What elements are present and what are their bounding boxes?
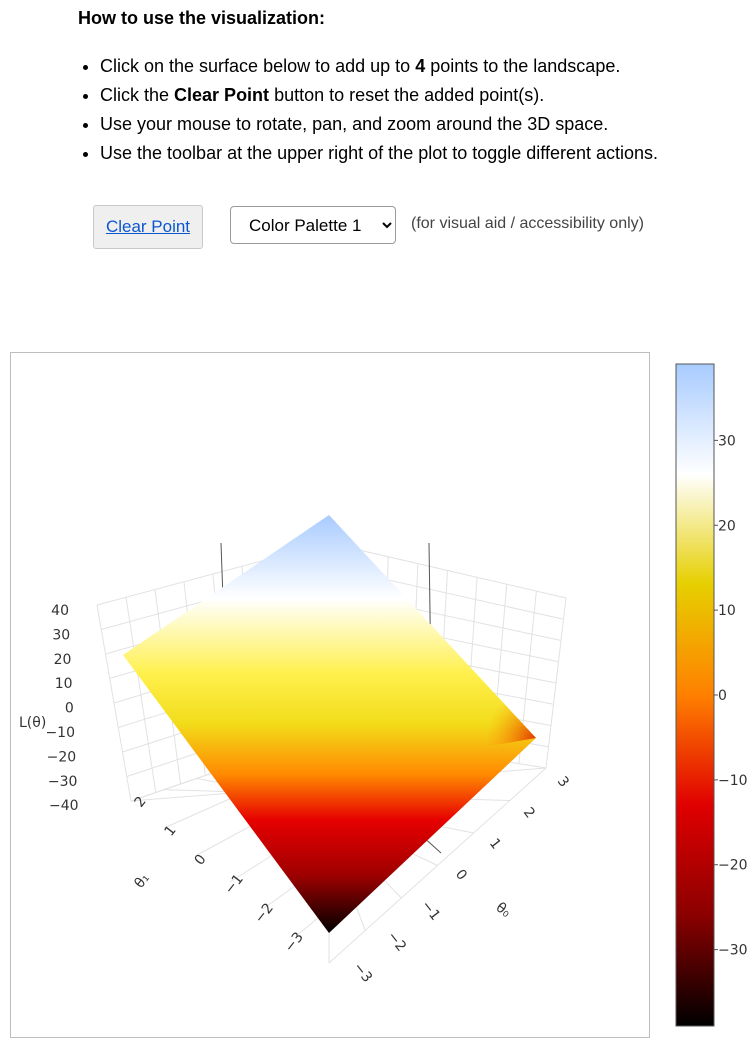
y-tick-label: −1 [222,871,247,897]
instruction-item: Use the toolbar at the upper right of th… [100,139,738,168]
x-tick-label: 0 [452,867,470,884]
instruction-item: Click on the surface below to add up to … [100,52,738,81]
x-tick-label: 2 [520,805,538,822]
z-tick-label: 20 [54,652,72,668]
z-tick-label: 0 [65,701,74,717]
y-tick-label: −3 [282,929,307,955]
colorbar-tick-label: 30 [718,433,736,449]
y-tick-label: 0 [192,852,210,869]
instructions-heading: How to use the visualization: [78,8,326,28]
colorbar: 30 20 10 0 −10 −20 −30 [660,352,755,1038]
x-tick-label: −1 [418,898,443,924]
z-tick-label: −20 [47,749,77,765]
x-axis-title: θ₀ [493,900,514,922]
clear-point-button[interactable]: Clear Point [93,205,203,249]
colorbar-svg: 30 20 10 0 −10 −20 −30 [675,363,748,1027]
x-tick-label: 1 [486,836,504,853]
colorbar-ticks: 30 20 10 0 −10 −20 −30 [714,433,748,959]
colorbar-tick-label: 10 [718,603,736,619]
x-tick-label: −3 [350,960,375,986]
grid-line [328,542,567,599]
surface-svg[interactable]: 403020100−10−20−30−40−3−2−10123−3−2−1012… [11,353,651,1039]
instruction-item: Use your mouse to rotate, pan, and zoom … [100,110,738,139]
z-tick-label: 40 [51,603,69,619]
x-tick-label: −2 [384,929,409,955]
x-tick-label: 3 [554,774,572,791]
z-axis-title: L(θ) [19,715,46,731]
surface-right-edge [432,677,536,752]
palette-note: (for visual aid / accessibility only) [411,215,644,232]
surface-plot[interactable]: 40 30 20 10 0 −10 −20 −30 −40 −3 −2 −1 0 1 2 3 −3 −2 −1 0 1 2… [10,352,650,1038]
colorbar-tick-label: −30 [718,943,748,959]
color-palette-select[interactable]: Color Palette 1 [230,206,396,244]
z-tick-label: −10 [45,725,75,741]
z-tick-label: −30 [48,774,78,790]
grid-line [328,767,547,964]
colorbar-tick-label: 0 [718,688,727,704]
instructions: How to use the visualization: Click on t… [78,6,738,168]
colorbar-tick-label: 20 [718,518,736,534]
instruction-item: Click the Clear Point button to reset th… [100,81,738,110]
colorbar-scale [675,363,715,1027]
y-tick-label: 2 [132,794,150,811]
z-tick-label: 30 [52,627,70,643]
instructions-list: Click on the surface below to add up to … [78,52,738,168]
z-tick-label: 10 [55,676,73,692]
z-tick-label: −40 [49,798,79,814]
colorbar-tick-label: −20 [718,858,748,874]
colorbar-tick-label: −10 [718,773,748,789]
y-tick-label: −2 [252,900,277,926]
y-axis-title: θ₁ [132,870,153,891]
loss-surface[interactable] [123,515,536,933]
